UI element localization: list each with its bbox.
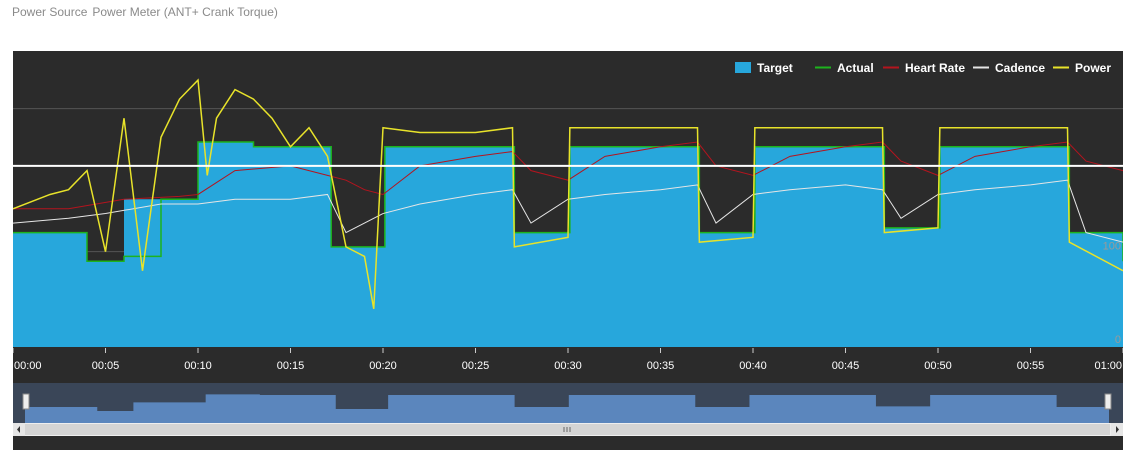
x-tick-label: 00:50 — [924, 360, 952, 372]
legend-label-heart-rate: Heart Rate — [905, 61, 965, 75]
legend-swatch-target — [735, 62, 751, 73]
navigator-handle-left[interactable] — [22, 393, 30, 410]
legend-label-power: Power — [1075, 61, 1111, 75]
power-source-header: Power Source Power Meter (ANT+ Crank Torq… — [12, 5, 283, 19]
x-axis: 00:00 00:05 00:10 00:15 00:20 00:25 00:30 00:35… — [13, 348, 1123, 372]
x-tick-label: 00:30 — [554, 360, 582, 372]
x-tick-label: 00:20 — [369, 360, 397, 372]
workout-chart[interactable]: 100 0 Target Actual Heart Rate Cadence Power … — [13, 51, 1123, 450]
target-series-area — [13, 142, 1123, 347]
navigator-handle-right[interactable] — [1104, 393, 1112, 410]
x-tick-label: 00:35 — [647, 360, 675, 372]
plot-area: 100 0 — [13, 78, 1123, 347]
scrollbar-grip-icon — [563, 427, 571, 432]
power-series-line — [13, 78, 1123, 309]
legend-label-cadence: Cadence — [995, 61, 1045, 75]
arrow-left-icon — [17, 426, 20, 433]
arrow-right-icon — [1116, 426, 1119, 433]
x-tick-label: 00:05 — [92, 360, 120, 372]
chart-legend: Target Actual Heart Rate Cadence Power — [735, 61, 1111, 75]
x-tick-label: 00:55 — [1017, 360, 1045, 372]
x-tick-label: 00:00 — [14, 360, 42, 372]
power-source-value: Power Meter (ANT+ Crank Torque) — [92, 5, 278, 19]
legend-label-actual: Actual — [837, 61, 874, 75]
heart-rate-series-line — [13, 141, 1123, 210]
x-tick-label: 00:45 — [832, 360, 860, 372]
legend-label-target: Target — [757, 61, 793, 75]
navigator-series-area — [25, 394, 1109, 423]
range-navigator[interactable] — [13, 383, 1123, 436]
cadence-series-line — [13, 179, 1123, 243]
x-tick-label: 00:10 — [184, 360, 212, 372]
x-tick-label: 00:15 — [277, 360, 305, 372]
x-tick-label: 00:25 — [462, 360, 490, 372]
x-tick-label: 01:00 — [1094, 360, 1122, 372]
right-axis-label: 0 — [1115, 334, 1121, 346]
power-source-label: Power Source — [12, 5, 88, 19]
x-tick-label: 00:40 — [739, 360, 767, 372]
right-axis-label: 100 — [1103, 241, 1121, 253]
